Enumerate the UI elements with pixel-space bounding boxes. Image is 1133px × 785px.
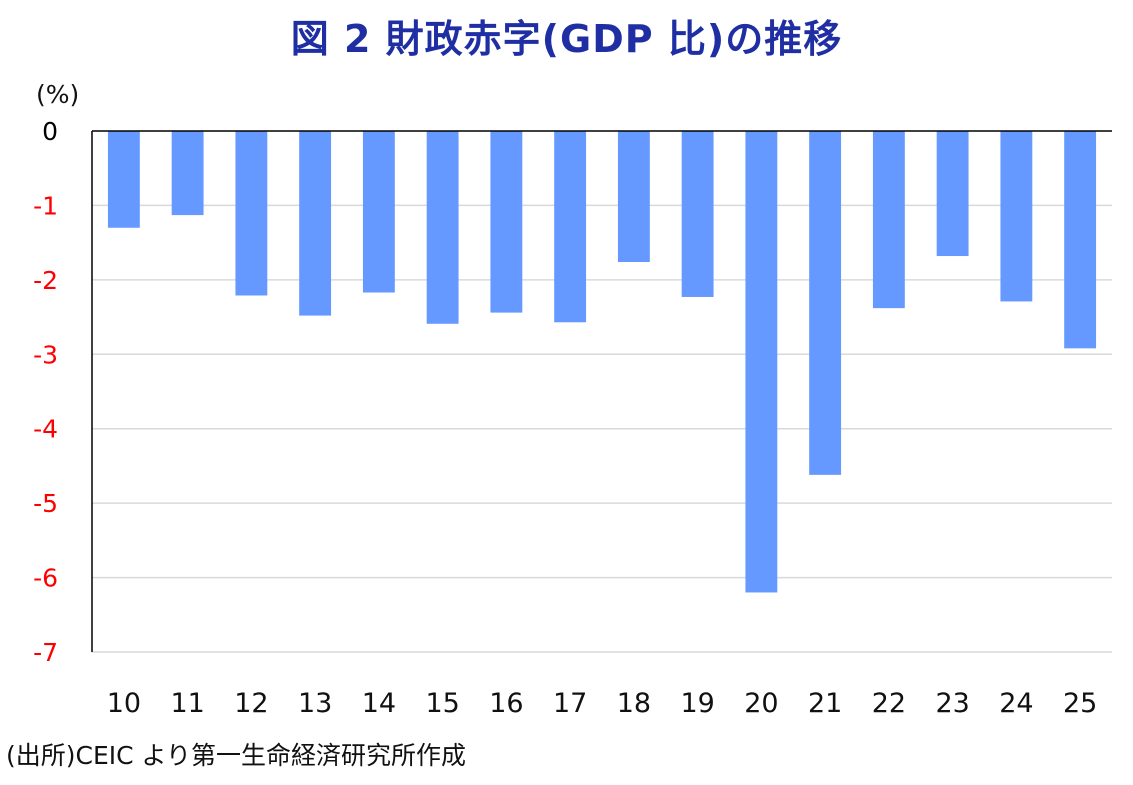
x-tick-label: 21 (808, 688, 842, 719)
source-note: (出所)CEIC より第一生命経済研究所作成 (6, 741, 467, 770)
x-tick-labels: 10 11 12 13 14 15 16 17 18 19 20 21 22 23 24 25 (107, 688, 1098, 719)
bar-24 (1000, 131, 1033, 302)
bar-15 (426, 131, 459, 324)
bar-19 (681, 131, 714, 297)
bar-11 (171, 131, 204, 216)
bar-21 (809, 131, 842, 475)
y-tick-label: -4 (33, 415, 58, 444)
x-tick-label: 23 (935, 688, 969, 719)
bar-25 (1064, 131, 1097, 349)
bar-13 (299, 131, 332, 316)
x-tick-label: 11 (170, 688, 204, 719)
x-tick-label: 16 (489, 688, 523, 719)
y-tick-label: -6 (33, 564, 58, 593)
x-tick-label: 18 (617, 688, 651, 719)
x-tick-label: 10 (107, 688, 141, 719)
x-tick-label: 15 (425, 688, 459, 719)
y-tick-labels: 0 -1 -2 -3 -4 -5 -6 -7 (33, 117, 58, 667)
y-axis-unit-label: (%) (36, 80, 79, 109)
y-tick-label: -1 (33, 191, 58, 220)
x-tick-label: 24 (999, 688, 1033, 719)
bar-12 (235, 131, 268, 296)
bar-14 (362, 131, 395, 293)
axes (91, 130, 1112, 652)
bar-23 (936, 131, 969, 257)
x-tick-label: 25 (1063, 688, 1097, 719)
y-tick-label: -7 (33, 638, 58, 667)
bar-16 (490, 131, 523, 313)
bars (107, 131, 1097, 593)
y-tick-label: -3 (33, 340, 58, 369)
x-tick-label: 17 (553, 688, 587, 719)
y-tick-label: 0 (42, 117, 58, 146)
bar-17 (554, 131, 587, 323)
x-tick-label: 19 (680, 688, 714, 719)
x-tick-label: 13 (298, 688, 332, 719)
bar-10 (107, 131, 140, 228)
x-tick-label: 12 (234, 688, 268, 719)
bar-20 (745, 131, 778, 593)
x-tick-label: 20 (744, 688, 778, 719)
y-tick-label: -5 (33, 489, 58, 518)
x-tick-label: 22 (872, 688, 906, 719)
x-tick-label: 14 (362, 688, 396, 719)
bar-22 (872, 131, 905, 309)
y-tick-label: -2 (33, 266, 58, 295)
bar-18 (617, 131, 650, 262)
chart-title: 図 2 財政赤字(GDP 比)の推移 (290, 17, 843, 61)
